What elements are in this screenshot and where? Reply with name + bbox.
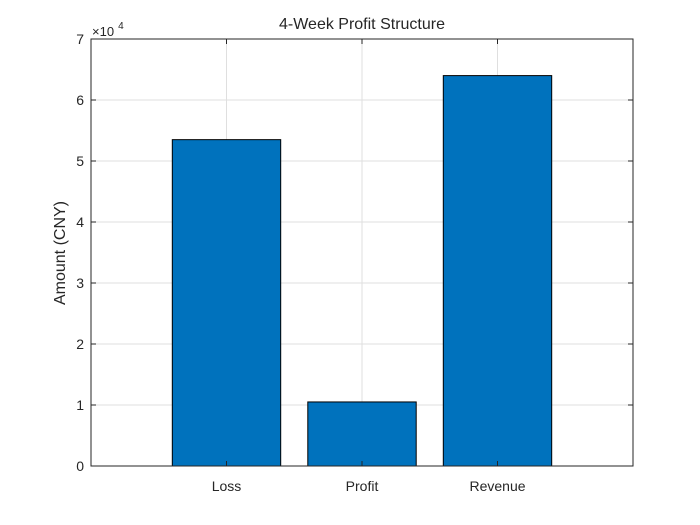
x-tick-label: Profit [346, 478, 379, 494]
bar-revenue [442, 75, 553, 467]
chart-title: 4-Week Profit Structure [279, 16, 445, 33]
y-tick-label: 2 [76, 336, 84, 352]
y-tick-label: 0 [76, 458, 84, 474]
y-exponent: ×10 4 [92, 21, 124, 40]
x-tick-label: Loss [212, 478, 242, 494]
x-tick-label: Revenue [469, 478, 525, 494]
y-tick-label: 4 [76, 214, 84, 230]
y-exponent-base: ×10 [92, 24, 114, 39]
bar-profit [307, 401, 417, 467]
y-tick-label: 5 [76, 153, 84, 169]
bars-group [171, 75, 553, 467]
y-exponent-power: 4 [118, 21, 124, 32]
y-tick-label: 7 [76, 31, 84, 47]
y-tick-label: 6 [76, 92, 84, 108]
x-ticks: Loss Profit Revenue [212, 39, 526, 494]
y-tick-label: 1 [76, 397, 84, 413]
bar-loss [171, 139, 282, 467]
y-ticks: 0 1 2 3 4 5 6 7 [76, 31, 633, 474]
y-tick-label: 3 [76, 275, 84, 291]
y-axis-label: Amount (CNY) [52, 201, 69, 305]
